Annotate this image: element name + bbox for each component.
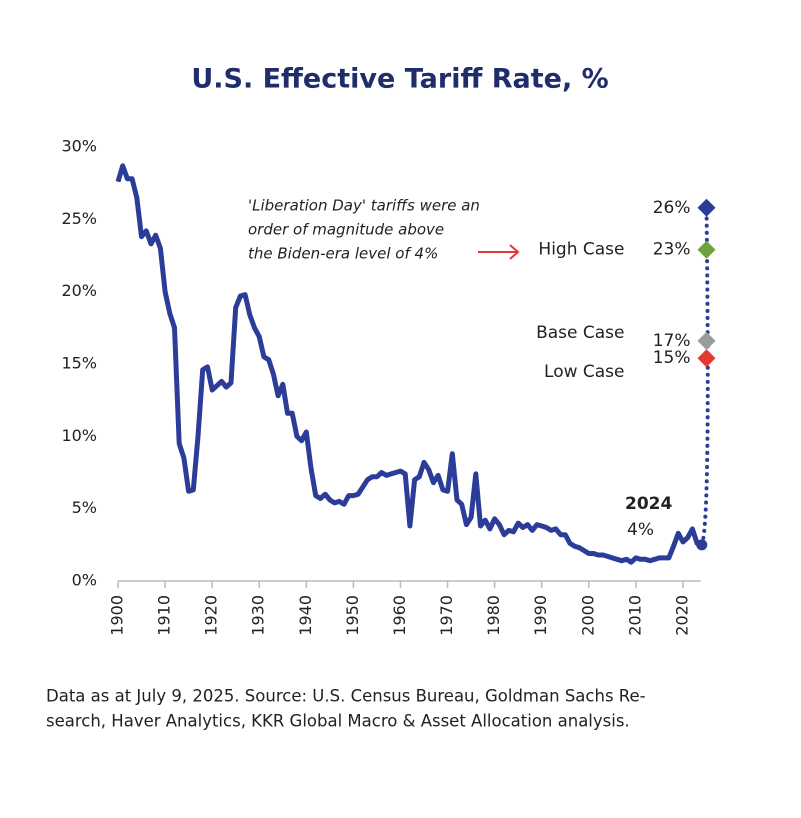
x-tick-label: 1980 <box>484 595 503 636</box>
arrow <box>478 244 520 260</box>
x-tick-label: 2000 <box>578 595 597 636</box>
x-tick-label: 1990 <box>531 595 550 636</box>
x-tick-label: 1920 <box>202 595 221 636</box>
y-tick-label: 30% <box>61 137 97 156</box>
footnote: search, Haver Analytics, KKR Global Macr… <box>46 712 630 731</box>
y-tick-label: 25% <box>61 209 97 228</box>
x-tick-label: 1960 <box>390 595 409 636</box>
scenario-marker <box>697 331 716 350</box>
line <box>115 163 703 565</box>
x-tick-label: 1900 <box>108 595 127 636</box>
value-label: 23% <box>653 240 691 260</box>
annotation: 4% <box>627 520 654 540</box>
x-tick-label: 2020 <box>672 595 691 636</box>
footnote: Data as at July 9, 2025. Source: U.S. Ce… <box>46 687 646 706</box>
annotation: 2024 <box>625 494 672 514</box>
annotation: the Biden-era level of 4% <box>248 245 438 263</box>
x-tick-label: 2010 <box>625 595 644 636</box>
value-label: 26% <box>653 198 691 218</box>
scenario-label: Base Case <box>536 323 624 343</box>
y-tick-label: 10% <box>61 426 97 445</box>
chart-title: U.S. Effective Tariff Rate, % <box>191 64 608 95</box>
annotation: order of magnitude above <box>248 221 444 239</box>
y-tick-label: 15% <box>61 354 97 373</box>
y-tick-label: 5% <box>72 498 97 517</box>
annotation: 'Liberation Day' tariffs were an <box>248 197 480 215</box>
scenario-marker <box>697 349 716 368</box>
x-tick-label: 1950 <box>343 595 362 636</box>
scenario-marker <box>697 240 716 259</box>
x-tick-label: 1910 <box>155 595 174 636</box>
x-tick-label: 1930 <box>249 595 268 636</box>
value-label: 17% <box>653 331 691 351</box>
x-tick-label: 1940 <box>296 595 315 636</box>
endpoint <box>696 539 708 551</box>
value-label: 15% <box>653 348 691 368</box>
x-tick-label: 1970 <box>437 595 456 636</box>
scenario-label: High Case <box>538 240 624 260</box>
scenario-label: Low Case <box>544 362 624 382</box>
y-tick-label: 0% <box>72 571 97 590</box>
scenario-marker <box>697 198 716 217</box>
y-tick-label: 20% <box>61 281 97 300</box>
